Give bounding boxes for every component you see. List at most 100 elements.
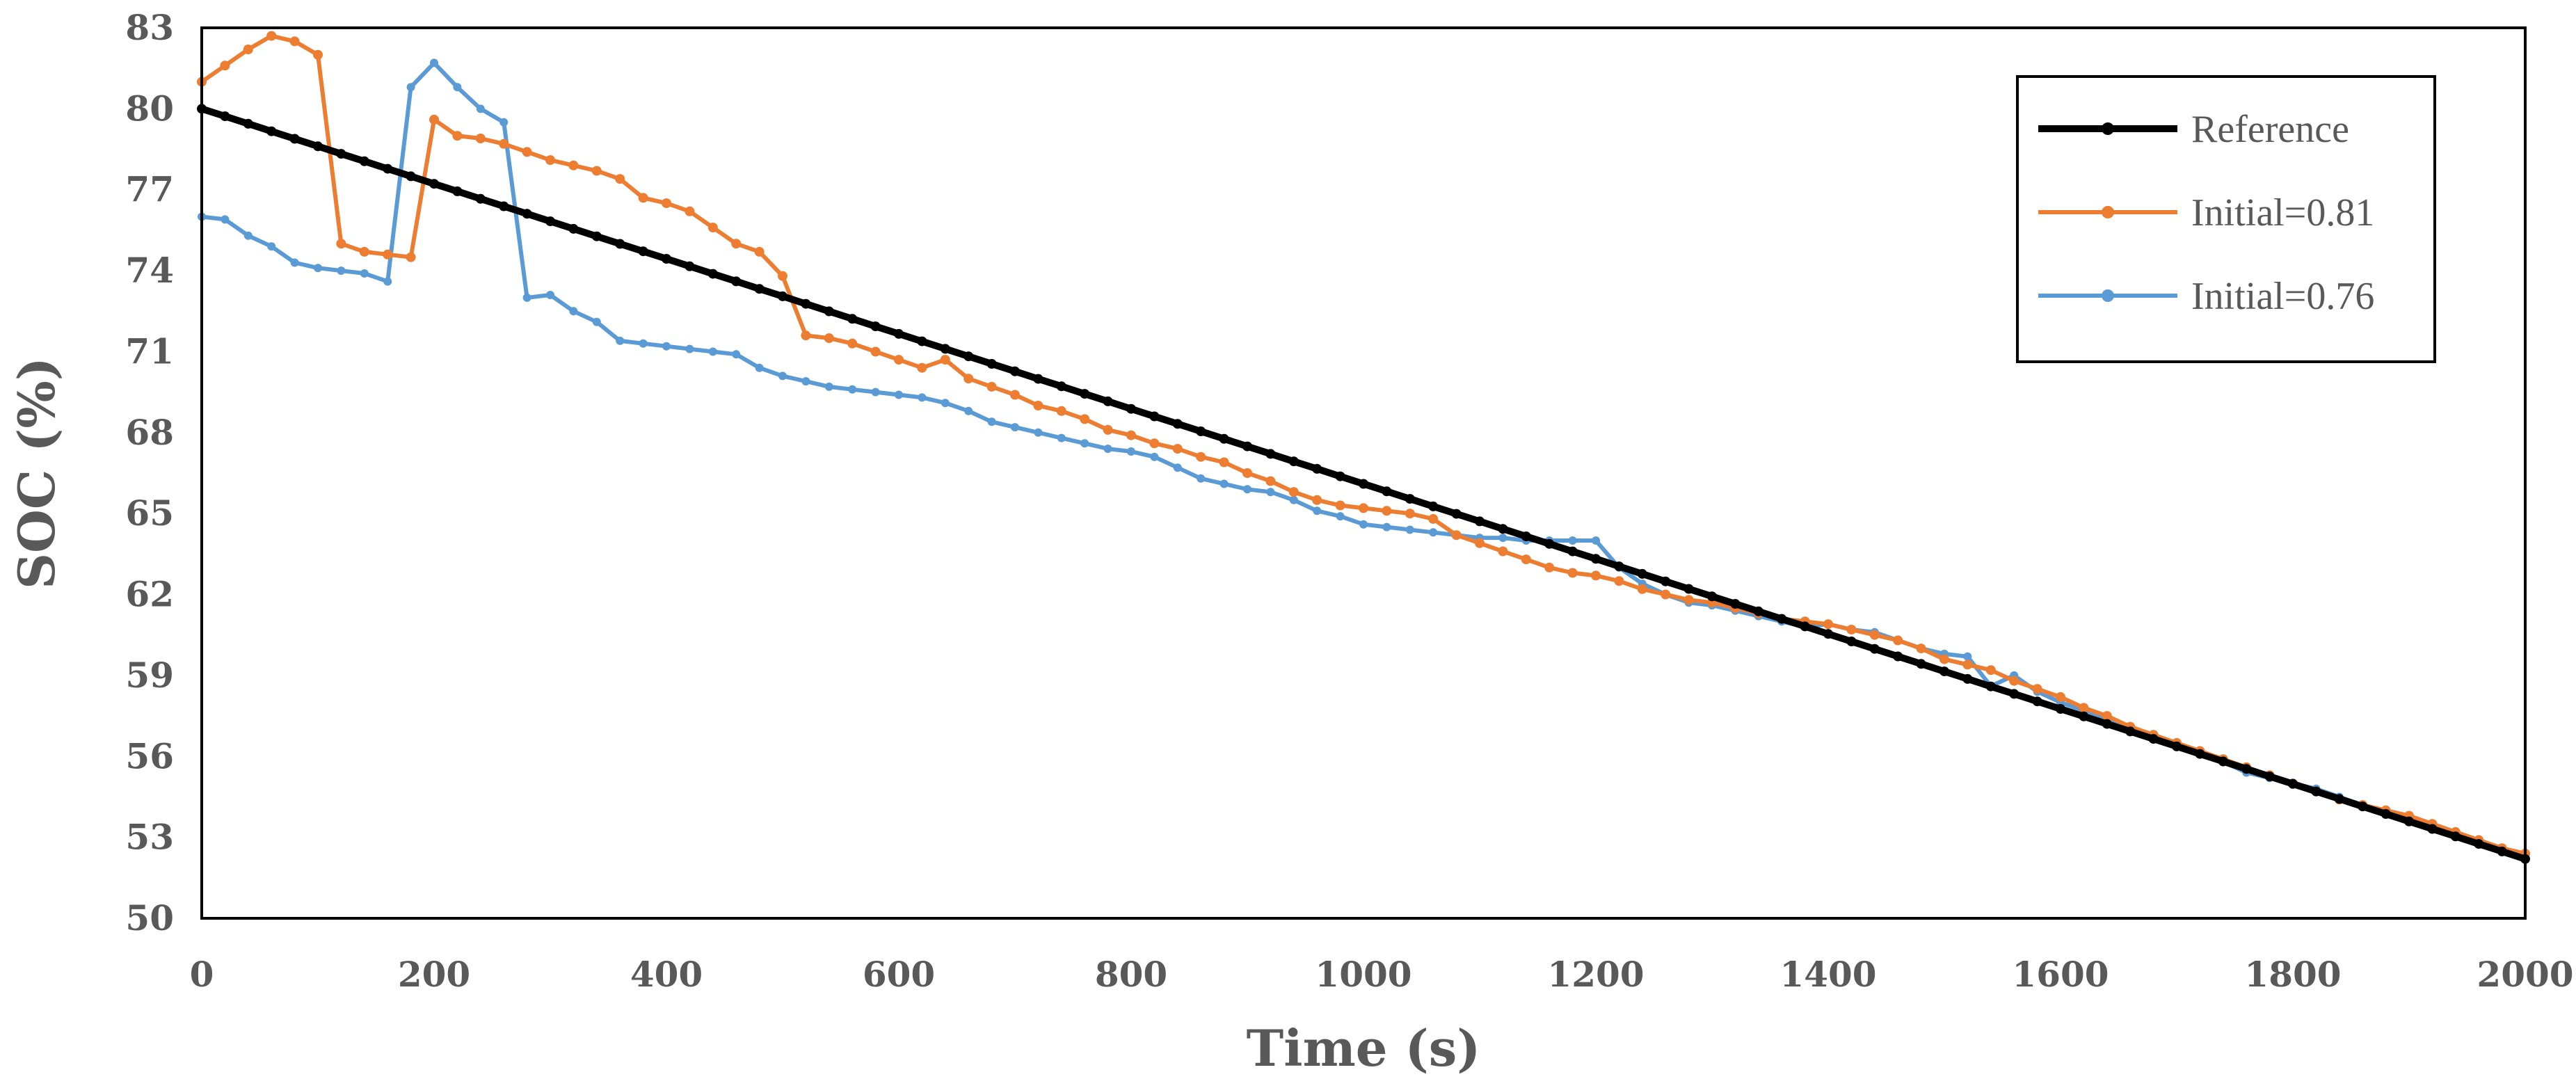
data-point [591, 166, 602, 176]
data-point [1219, 479, 1229, 488]
data-point [824, 333, 834, 344]
data-point [545, 216, 555, 227]
data-point [1382, 506, 1392, 516]
x-tick-label: 400 [630, 954, 703, 995]
data-point [359, 156, 369, 166]
data-point [2009, 689, 2019, 699]
data-point [359, 246, 369, 257]
data-point [754, 284, 765, 294]
data-point [1405, 494, 1415, 504]
data-point [406, 252, 416, 262]
data-point [314, 264, 322, 273]
data-point [499, 118, 509, 127]
data-point [2079, 703, 2089, 713]
data-point [1056, 381, 1066, 392]
data-point [383, 277, 392, 286]
y-tick-label: 59 [125, 655, 174, 696]
data-point [1312, 463, 1322, 474]
data-point [1080, 414, 1090, 424]
data-point [591, 231, 602, 241]
data-point [1800, 621, 1810, 632]
data-point [2264, 772, 2275, 782]
x-tick-label: 2000 [2477, 954, 2573, 995]
data-point [1730, 599, 1741, 609]
y-tick-label: 68 [125, 412, 174, 453]
data-point [778, 291, 787, 301]
data-point [1335, 471, 1345, 481]
data-point [1661, 589, 1671, 600]
data-point [1637, 568, 1647, 579]
data-point [708, 347, 717, 356]
data-point [1567, 568, 1578, 578]
data-point [1034, 428, 1043, 437]
data-point [1591, 554, 1601, 564]
data-point [1475, 516, 1485, 527]
data-point [1869, 644, 1880, 654]
data-point [522, 293, 531, 302]
y-tick-label: 80 [125, 88, 174, 129]
data-point [522, 209, 532, 219]
legend-swatch-marker [2102, 206, 2114, 218]
data-point [1196, 426, 1206, 436]
data-point [546, 291, 554, 299]
legend-entry: Reference [2038, 108, 2349, 151]
x-tick-label: 1200 [1547, 954, 1644, 995]
data-point [1567, 546, 1578, 557]
legend-box [2016, 75, 2436, 363]
data-point [778, 271, 787, 281]
data-point [1521, 554, 1531, 565]
series-layer [197, 31, 2530, 864]
data-point [1243, 485, 1251, 494]
data-point [2032, 696, 2042, 707]
data-point [917, 336, 927, 346]
data-point [289, 134, 300, 144]
data-point [824, 306, 834, 317]
data-point [243, 118, 253, 129]
data-point [430, 58, 438, 67]
data-point [731, 239, 742, 249]
data-point [2172, 741, 2182, 751]
data-point [685, 261, 695, 271]
data-point [1010, 366, 1020, 376]
data-point [1963, 652, 1972, 661]
plot-area-frame [200, 26, 2527, 920]
data-point [1939, 666, 1949, 677]
data-point [266, 126, 277, 136]
x-tick-label: 1000 [1315, 954, 1411, 995]
data-point [2032, 684, 2042, 694]
data-point [1521, 531, 1531, 541]
y-axis-title: SOC (%) [7, 357, 66, 589]
data-point [755, 363, 764, 372]
data-point [1498, 524, 1508, 534]
data-point [1405, 525, 1414, 534]
data-point [870, 321, 881, 332]
data-point [1149, 438, 1160, 449]
data-point [289, 36, 300, 47]
data-point [1544, 538, 1555, 549]
data-point [2311, 786, 2321, 797]
data-point [1359, 479, 1368, 489]
data-point [406, 83, 415, 92]
y-tick-label: 74 [125, 250, 174, 291]
data-point [1429, 528, 1438, 537]
data-point [1313, 506, 1322, 515]
data-point [452, 186, 463, 196]
data-point [940, 344, 950, 354]
data-point [1544, 562, 1555, 573]
data-point [917, 362, 927, 373]
data-point [452, 131, 463, 141]
data-point [2381, 809, 2391, 819]
x-axis-title: Time (s) [1247, 1018, 1481, 1078]
data-point [1985, 665, 1996, 676]
x-tick-label: 0 [190, 954, 214, 995]
data-point [1057, 433, 1066, 442]
data-point [1846, 625, 1857, 634]
data-point [1498, 546, 1508, 557]
data-point [1777, 614, 1787, 624]
data-point [2474, 839, 2484, 849]
data-point [754, 246, 765, 257]
data-point [1033, 374, 1043, 384]
data-point [870, 346, 881, 357]
y-tick-label: 50 [125, 897, 174, 938]
x-tick-label: 600 [863, 954, 935, 995]
